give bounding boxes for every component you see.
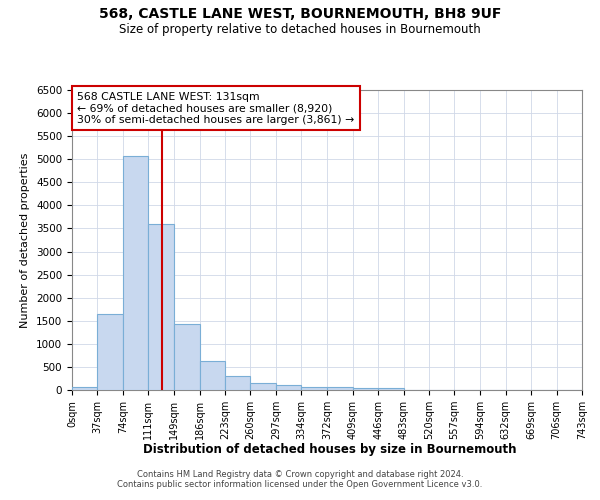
Text: Contains HM Land Registry data © Crown copyright and database right 2024.: Contains HM Land Registry data © Crown c… (137, 470, 463, 479)
Text: 568 CASTLE LANE WEST: 131sqm
← 69% of detached houses are smaller (8,920)
30% of: 568 CASTLE LANE WEST: 131sqm ← 69% of de… (77, 92, 355, 124)
Bar (97, 314, 123, 390)
Bar (328, 388, 353, 390)
Text: Contains public sector information licensed under the Open Government Licence v3: Contains public sector information licen… (118, 480, 482, 489)
Bar (174, 324, 200, 390)
Bar (353, 388, 378, 390)
Bar (123, 156, 148, 390)
Bar (200, 362, 225, 390)
Bar (225, 376, 250, 390)
Bar (72, 387, 97, 390)
Text: Distribution of detached houses by size in Bournemouth: Distribution of detached houses by size … (143, 442, 517, 456)
Bar (148, 224, 173, 390)
Bar (276, 385, 301, 390)
Bar (378, 388, 404, 390)
Text: Size of property relative to detached houses in Bournemouth: Size of property relative to detached ho… (119, 22, 481, 36)
Text: 568, CASTLE LANE WEST, BOURNEMOUTH, BH8 9UF: 568, CASTLE LANE WEST, BOURNEMOUTH, BH8 … (99, 8, 501, 22)
Bar (250, 384, 276, 390)
Y-axis label: Number of detached properties: Number of detached properties (20, 152, 31, 328)
Bar (301, 386, 326, 390)
